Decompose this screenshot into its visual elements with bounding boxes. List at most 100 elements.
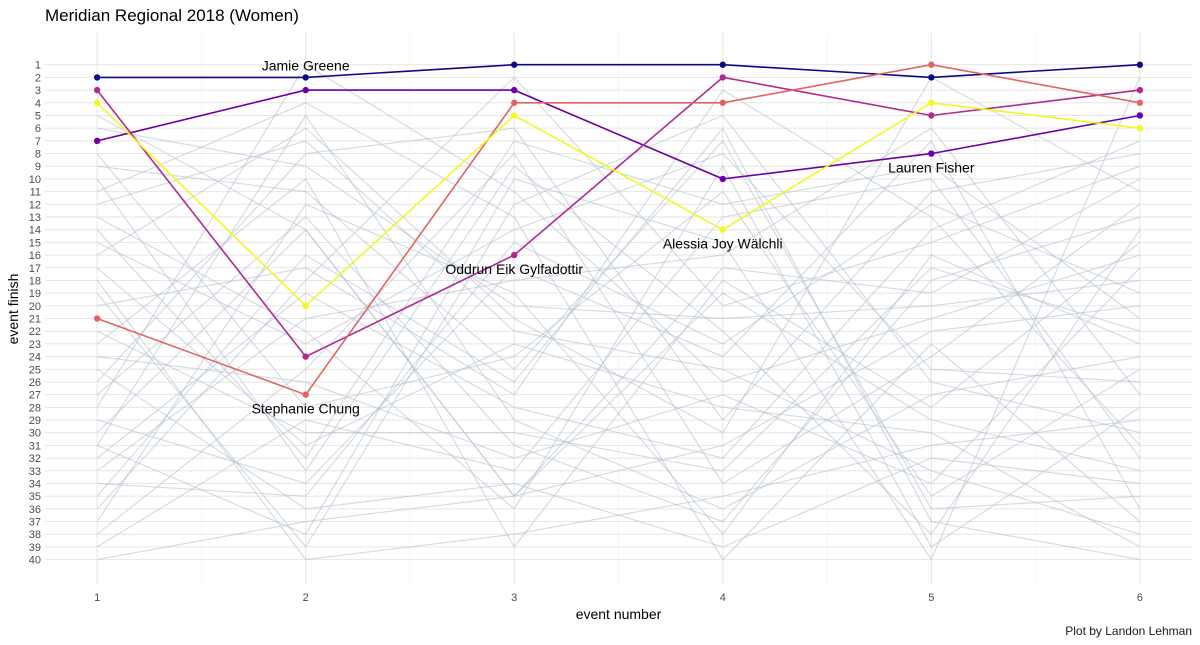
- y-tick-label: 19: [29, 288, 41, 300]
- highlight-series-point: [928, 74, 935, 81]
- y-tick-label: 11: [30, 187, 41, 199]
- background-series-line: [96, 102, 1141, 561]
- highlight-series-line: [97, 63, 1140, 79]
- panel-grid: [45, 33, 1192, 585]
- highlight-series-point: [1136, 61, 1144, 68]
- background-series-line: [96, 267, 1141, 548]
- background-series-line: [96, 165, 1141, 536]
- y-tick-label: 39: [29, 542, 41, 554]
- x-tick-label: 6: [1137, 592, 1143, 604]
- x-tick-label: 1: [94, 592, 100, 604]
- y-tick-label: 40: [29, 555, 41, 567]
- highlight-series-point: [93, 99, 101, 106]
- background-series-line: [96, 114, 1141, 510]
- series-name-label: Jamie Greene: [262, 57, 350, 73]
- highlight-series-point: [719, 226, 726, 233]
- y-tick-label: 21: [29, 314, 41, 326]
- background-series-line: [96, 114, 1141, 498]
- chart-caption: Plot by Landon Lehman: [1065, 624, 1192, 638]
- y-tick-label: 24: [29, 352, 41, 364]
- y-tick-label: 17: [29, 263, 41, 275]
- background-series-line: [97, 267, 1141, 485]
- background-series-line: [96, 368, 1140, 548]
- series-name-label: Oddrun Eik Gylfadottir: [445, 261, 583, 277]
- background-series-group: [96, 63, 1141, 561]
- highlight-series-point: [511, 61, 518, 68]
- y-tick-label: 15: [29, 237, 41, 249]
- series-name-label: Alessia Joy Wälchli: [663, 236, 783, 252]
- background-series-line: [96, 140, 1141, 535]
- background-series-line: [96, 127, 1141, 561]
- y-tick-label: 23: [29, 339, 41, 351]
- y-tick-label: 35: [29, 491, 41, 503]
- background-series-line: [96, 153, 1141, 498]
- y-tick-label: 29: [29, 415, 41, 427]
- background-series-line: [96, 77, 1141, 561]
- y-tick-label: 30: [29, 428, 41, 440]
- background-series-line: [96, 305, 1140, 561]
- highlight-series-point: [719, 99, 726, 106]
- highlight-series-point: [302, 302, 309, 310]
- background-series-line: [96, 152, 1141, 535]
- background-series-line: [96, 76, 1141, 510]
- chart-title: Meridian Regional 2018 (Women): [45, 6, 299, 25]
- highlight-series-point: [302, 86, 309, 94]
- highlight-series-point: [302, 74, 309, 81]
- y-tick-label: 6: [35, 123, 41, 135]
- highlight-series-line: [96, 63, 1141, 396]
- y-tick-label: 38: [29, 529, 41, 541]
- highlight-series-point: [719, 74, 726, 81]
- y-tick-label: 7: [35, 136, 41, 148]
- y-tick-label: 16: [29, 250, 41, 262]
- background-series-line: [96, 89, 1141, 446]
- highlight-series-point: [93, 74, 101, 81]
- highlight-series-point: [511, 112, 518, 119]
- y-tick-label: 5: [35, 110, 41, 122]
- series-annotations: Jamie Greene Lauren Fisher Oddrun Eik Gylf…: [252, 57, 975, 416]
- highlight-series-point: [928, 61, 935, 68]
- highlight-series-group: [96, 63, 1141, 396]
- y-tick-label: 20: [29, 301, 41, 313]
- background-series-line: [96, 127, 1141, 472]
- series-name-label: Lauren Fisher: [888, 160, 975, 176]
- y-tick-label: 12: [29, 199, 41, 211]
- y-tick-label: 25: [29, 364, 41, 376]
- y-tick-labels: 1234567891011121314151617181920212223242…: [29, 60, 41, 567]
- background-series-line: [96, 177, 1141, 548]
- highlight-series-point: [1136, 124, 1144, 132]
- y-tick-label: 37: [29, 517, 41, 529]
- highlight-series-point: [511, 99, 518, 106]
- highlight-series-point: [302, 391, 309, 398]
- highlight-series-point: [93, 137, 101, 145]
- highlight-series-point: [302, 353, 309, 360]
- x-axis-title: event number: [576, 606, 662, 622]
- background-series-line: [97, 203, 1141, 497]
- highlight-series-point: [1136, 99, 1144, 106]
- series-name-label: Stephanie Chung: [252, 401, 360, 417]
- y-tick-label: 1: [35, 60, 41, 72]
- y-tick-label: 10: [29, 174, 41, 186]
- y-tick-label: 34: [29, 478, 41, 490]
- highlight-series-point: [928, 150, 935, 157]
- y-tick-label: 14: [29, 225, 41, 237]
- highlight-series-point: [511, 251, 518, 259]
- x-tick-label: 3: [511, 592, 517, 604]
- background-series-line: [96, 216, 1141, 523]
- y-tick-label: 36: [29, 504, 41, 516]
- y-tick-label: 18: [29, 275, 41, 287]
- y-tick-label: 27: [29, 390, 41, 402]
- highlight-series-point: [511, 86, 518, 94]
- y-tick-label: 22: [29, 326, 41, 338]
- highlight-points-group: [93, 61, 1144, 398]
- highlight-series-line: [96, 89, 1141, 180]
- x-tick-label: 4: [720, 592, 726, 604]
- y-tick-label: 13: [29, 212, 41, 224]
- highlight-series-point: [93, 86, 101, 94]
- y-tick-label: 8: [35, 149, 41, 161]
- highlight-series-point: [93, 315, 101, 322]
- background-series-line: [96, 63, 1141, 408]
- y-axis-title: event finish: [5, 274, 21, 345]
- highlight-series-point: [719, 61, 726, 68]
